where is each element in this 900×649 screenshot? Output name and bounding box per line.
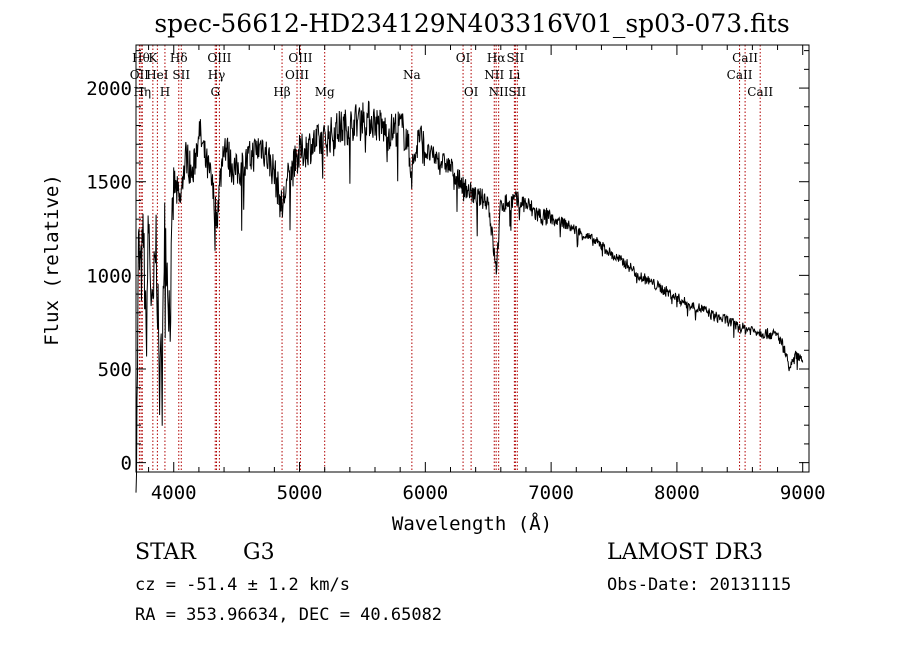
plot-frame: [135, 44, 810, 473]
spectral-line-label: Hδ: [170, 51, 188, 65]
spectrum-line: [135, 100, 804, 493]
survey-name: LAMOST DR3: [607, 540, 763, 565]
spectral-line-label: SII: [172, 68, 190, 82]
spectral-line-label: G: [210, 85, 220, 99]
spectral-line-label: CaII: [732, 51, 758, 65]
spectral-line-label: Na: [403, 68, 421, 82]
spectral-line-label: Mg: [315, 85, 335, 99]
spectral-line-label: CaII: [747, 85, 773, 99]
x-axis-label: Wavelength (Å): [392, 512, 552, 535]
spectral-line-label: OII: [130, 68, 150, 82]
x-tick-label: 6000: [402, 482, 448, 504]
y-axis-label: Flux (relative): [41, 174, 63, 346]
object-class: STAR: [135, 540, 197, 565]
spectral-line-markers: [138, 45, 761, 472]
spectral-line-label: Hη: [133, 85, 151, 99]
spectral-line-label: Li: [508, 68, 520, 82]
spectral-line-label: Hβ: [273, 85, 290, 99]
spectral-line-labels: Hθ OII Hη K HeI H Hδ SII OIII Hγ G OIII OIII Hβ Mg Na OI…: [130, 51, 774, 99]
spectral-line-label: OI: [464, 85, 479, 99]
y-tick-label: 500: [98, 359, 132, 381]
x-tick-label: 8000: [654, 482, 700, 504]
obs-date: Obs-Date: 20131115: [607, 575, 791, 595]
spectral-line-label: Hθ: [132, 51, 150, 65]
spectral-line-label: Hα: [487, 51, 506, 65]
spectral-line-label: NII: [489, 85, 509, 99]
spectral-line-label: HeI: [146, 68, 169, 82]
y-tick-label: 0: [121, 453, 132, 475]
spectral-line-label: NII: [484, 68, 504, 82]
spectral-line-label: OIII: [288, 51, 312, 65]
spectral-line-label: SII: [508, 85, 526, 99]
axis-ticks: 4000 5000 6000 7000 8000 9000 0 500 1000 1500 2000: [86, 45, 826, 504]
y-tick-label: 1500: [86, 172, 132, 194]
x-tick-label: 9000: [780, 482, 826, 504]
spectral-line-label: K: [148, 51, 158, 65]
x-tick-label: 7000: [528, 482, 574, 504]
x-tick-label: 4000: [151, 482, 197, 504]
x-tick-label: 5000: [277, 482, 323, 504]
chart-title: spec-56612-HD234129N403316V01_sp03-073.f…: [154, 9, 789, 38]
spectral-line-label: Hγ: [208, 68, 226, 82]
spectral-line-label: OI: [456, 51, 471, 65]
spectral-line-label: SII: [507, 51, 525, 65]
spectral-line-label: H: [160, 85, 170, 99]
spectrum-series: [135, 100, 804, 493]
y-tick-label: 2000: [86, 78, 132, 100]
spectral-line-label: CaII: [727, 68, 753, 82]
y-tick-label: 1000: [86, 265, 132, 287]
spectral-line-label: OIII: [285, 68, 309, 82]
spectral-line-label: OIII: [207, 51, 231, 65]
coordinates: RA = 353.96634, DEC = 40.65082: [135, 605, 442, 625]
subclass: G3: [243, 540, 275, 565]
cz-value: cz = -51.4 ± 1.2 km/s: [135, 575, 350, 595]
